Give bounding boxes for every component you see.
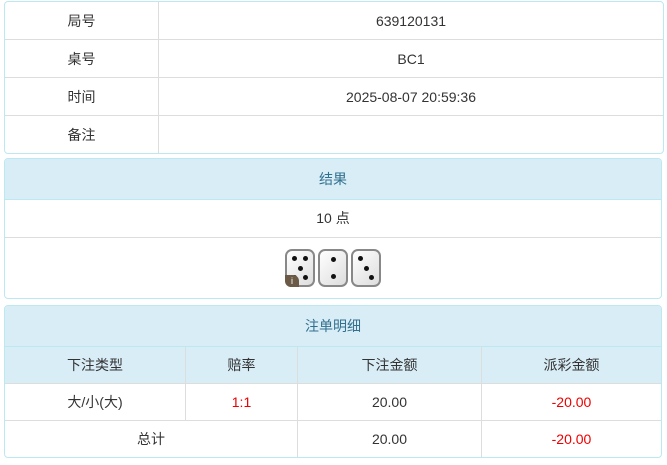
bet-detail-panel: 注单明细 下注类型 赔率 下注金额 派彩金额 大/小(大) 1:1 20.00 … bbox=[4, 305, 662, 458]
pip bbox=[330, 274, 336, 279]
pip bbox=[303, 275, 309, 281]
col-payout: 派彩金额 bbox=[481, 347, 661, 384]
bet-type: 大/小(大) bbox=[5, 383, 186, 421]
pip bbox=[297, 265, 303, 271]
info-icon[interactable]: i bbox=[285, 275, 299, 287]
pip bbox=[291, 255, 297, 261]
label: 桌号 bbox=[5, 39, 159, 78]
row-table-id: 桌号 BC1 bbox=[5, 39, 663, 78]
total-amount: 20.00 bbox=[297, 420, 482, 457]
pip bbox=[369, 275, 375, 281]
row-note: 备注 bbox=[5, 115, 663, 153]
result-panel: 结果 10 点 i bbox=[4, 158, 662, 299]
total-payout: -20.00 bbox=[481, 420, 661, 457]
pip bbox=[330, 257, 336, 262]
value bbox=[158, 115, 663, 153]
payout: -20.00 bbox=[481, 383, 661, 421]
row-round-id: 局号 639120131 bbox=[5, 2, 663, 40]
result-points: 10 点 bbox=[5, 200, 661, 238]
result-title: 结果 bbox=[5, 159, 661, 200]
table-row: 大/小(大) 1:1 20.00 -20.00 bbox=[5, 383, 661, 421]
die-2 bbox=[318, 249, 348, 287]
label: 时间 bbox=[5, 77, 159, 116]
pip bbox=[357, 255, 363, 261]
round-info-table: 局号 639120131 桌号 BC1 时间 2025-08-07 20:59:36 … bbox=[4, 1, 664, 154]
value: 2025-08-07 20:59:36 bbox=[158, 77, 663, 116]
bet-detail-title: 注单明细 bbox=[5, 306, 661, 347]
label: 备注 bbox=[5, 115, 159, 153]
bet-header-row: 下注类型 赔率 下注金额 派彩金额 bbox=[5, 347, 661, 384]
total-label: 总计 bbox=[5, 420, 298, 457]
dice-row: i bbox=[5, 238, 661, 298]
die-3 bbox=[351, 249, 381, 287]
col-bet-type: 下注类型 bbox=[5, 347, 186, 384]
bet-amount: 20.00 bbox=[297, 383, 482, 421]
odds: 1:1 bbox=[185, 383, 298, 421]
total-row: 总计 20.00 -20.00 bbox=[5, 420, 661, 457]
pip bbox=[303, 255, 309, 261]
row-time: 时间 2025-08-07 20:59:36 bbox=[5, 77, 663, 116]
pip bbox=[363, 265, 369, 271]
col-bet-amount: 下注金额 bbox=[297, 347, 482, 384]
col-odds: 赔率 bbox=[185, 347, 298, 384]
die-5: i bbox=[285, 249, 315, 287]
value: BC1 bbox=[158, 39, 663, 78]
label: 局号 bbox=[5, 2, 159, 40]
value: 639120131 bbox=[158, 2, 663, 40]
